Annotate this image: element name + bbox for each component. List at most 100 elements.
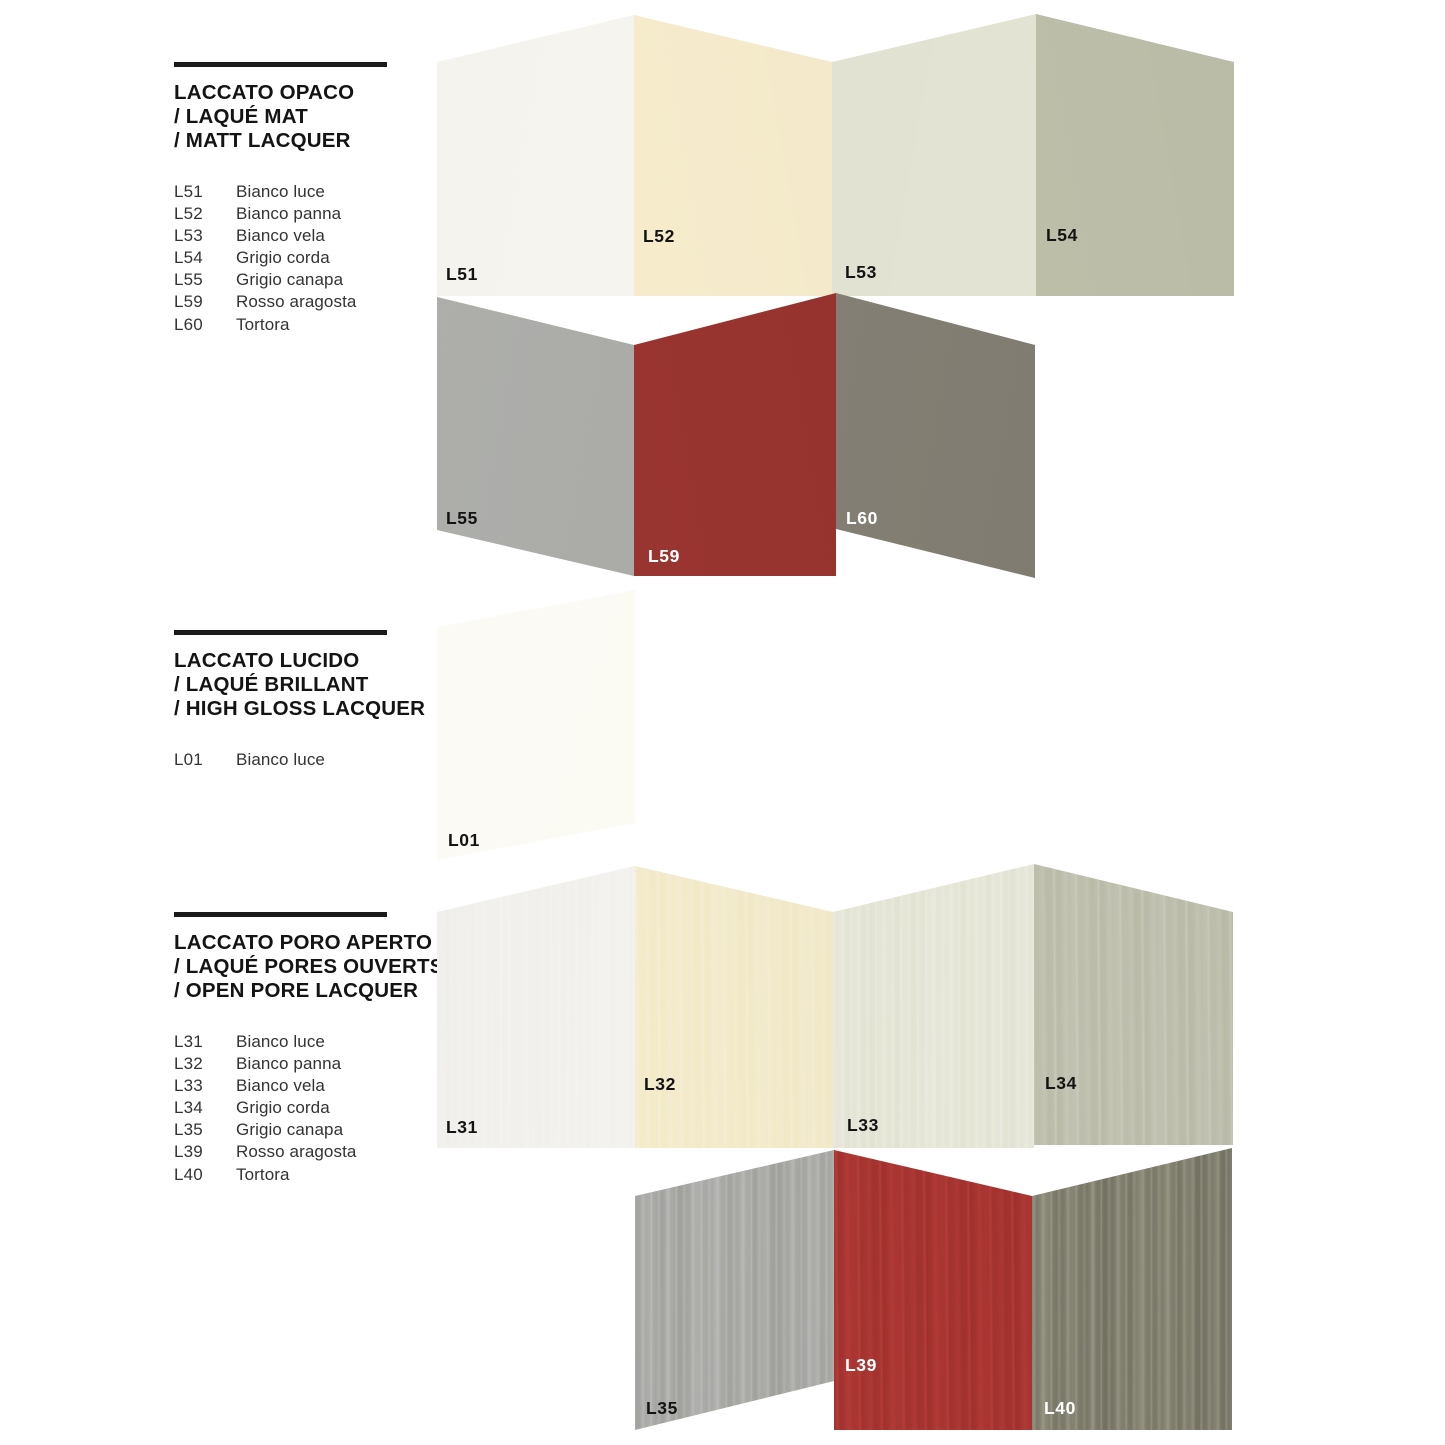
legend-item-code: L54	[174, 248, 203, 268]
legend-item-name: Tortora	[236, 314, 290, 334]
legend-item-name: Tortora	[236, 1164, 290, 1184]
legend-item-name: Grigio canapa	[236, 270, 344, 290]
legend-items-matt: L51 Bianco luce L52 Bianco panna L53 Bianco…	[174, 181, 424, 336]
swatch-label-L31: L31	[446, 1117, 478, 1137]
legend-title-fr: / LAQUÉ PORES OUVERTS	[174, 954, 444, 978]
legend-item-code: L55	[174, 270, 203, 290]
swatch-label-L55: L55	[446, 508, 478, 528]
legend-item-code: L40	[174, 1164, 203, 1184]
legend-item-code: L35	[174, 1120, 203, 1140]
legend-item: L39 Rosso aragosta	[174, 1141, 434, 1163]
legend-items-openpore: L31 Bianco luce L32 Bianco panna L33 Bianco…	[174, 1031, 434, 1186]
legend-item-code: L53	[174, 226, 203, 246]
legend-item-name: Rosso aragosta	[236, 1142, 357, 1162]
legend-item-name: Bianco panna	[236, 204, 342, 224]
legend-item-name: Rosso aragosta	[236, 292, 357, 312]
legend-item-code: L01	[174, 749, 203, 769]
legend-title-en: / OPEN PORE LACQUER	[174, 978, 419, 1002]
legend-item: L40 Tortora	[174, 1164, 434, 1186]
legend-item-name: Bianco vela	[236, 1076, 325, 1096]
legend-title-matt: LACCATO OPACO / LAQUÉ MAT / MATT LACQUER	[174, 81, 424, 153]
swatch-label-L59: L59	[648, 546, 680, 566]
legend-item: L54 Grigio corda	[174, 247, 424, 269]
legend-item-code: L34	[174, 1098, 203, 1118]
legend-item-name: Bianco luce	[236, 181, 325, 201]
legend-high-gloss-lacquer: LACCATO LUCIDO / LAQUÉ BRILLANT / HIGH G…	[174, 630, 425, 771]
legend-title-gloss: LACCATO LUCIDO / LAQUÉ BRILLANT / HIGH G…	[174, 649, 425, 721]
legend-item-code: L51	[174, 181, 203, 201]
legend-item-code: L59	[174, 292, 203, 312]
swatch-label-L52: L52	[643, 226, 675, 246]
swatch-label-L34: L34	[1045, 1073, 1077, 1093]
legend-item: L33 Bianco vela	[174, 1075, 434, 1097]
legend-title-it: LACCATO LUCIDO	[174, 649, 360, 672]
legend-item-name: Grigio corda	[236, 248, 330, 268]
legend-title-en: / MATT LACQUER	[174, 128, 351, 152]
swatch-label-L54: L54	[1046, 225, 1078, 245]
legend-item: L34 Grigio corda	[174, 1097, 434, 1119]
swatch-label-L40: L40	[1044, 1398, 1076, 1418]
legend-matt-lacquer: LACCATO OPACO / LAQUÉ MAT / MATT LACQUER…	[174, 62, 424, 336]
swatch-label-L39: L39	[845, 1355, 877, 1375]
legend-item: L52 Bianco panna	[174, 203, 424, 225]
swatch-label-L35: L35	[646, 1398, 678, 1418]
swatch-label-L53: L53	[845, 262, 877, 282]
swatch-label-L32: L32	[644, 1074, 676, 1094]
legend-rule	[174, 62, 387, 67]
legend-item-name: Bianco panna	[236, 1054, 342, 1074]
legend-item: L01 Bianco luce	[174, 749, 424, 771]
legend-item-name: Grigio corda	[236, 1098, 330, 1118]
legend-item-name: Grigio canapa	[236, 1120, 344, 1140]
swatch-label-L60: L60	[846, 508, 878, 528]
swatch-label-L51: L51	[446, 264, 478, 284]
legend-item: L51 Bianco luce	[174, 181, 424, 203]
legend-item-code: L32	[174, 1054, 203, 1074]
legend-item-name: Bianco luce	[236, 1031, 325, 1051]
legend-item: L53 Bianco vela	[174, 225, 424, 247]
